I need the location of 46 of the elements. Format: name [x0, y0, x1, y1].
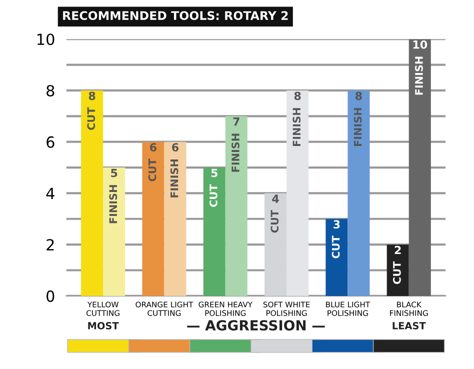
y-tick-label: 4	[46, 188, 54, 200]
data-label: 8	[294, 92, 301, 100]
bar	[408, 39, 431, 296]
data-label: 4	[272, 194, 279, 203]
text: CUT	[87, 107, 96, 130]
bar	[264, 193, 287, 296]
bar	[203, 168, 226, 296]
text: FINISH	[232, 134, 240, 172]
text: CUT	[392, 261, 401, 284]
text: CUT	[148, 158, 156, 182]
data-label: 5	[211, 168, 218, 178]
bar	[326, 218, 348, 296]
y-tick-label: 6	[46, 136, 54, 148]
data-label: 10	[413, 40, 428, 49]
y-tick-label: 8	[46, 84, 54, 96]
text: CUT	[270, 210, 279, 233]
data-label: 6	[150, 143, 156, 152]
data-label: 8	[356, 92, 362, 100]
y-tick-label: 0	[46, 290, 54, 302]
bar	[286, 90, 309, 296]
text: FINISH	[292, 108, 301, 146]
text: FINISH	[109, 185, 118, 224]
data-label: 5	[111, 168, 118, 178]
bar	[225, 116, 248, 296]
bar	[103, 168, 126, 296]
series-label: CUT	[332, 236, 340, 258]
data-label: 3	[334, 220, 340, 229]
bar	[348, 90, 370, 296]
text: FINISH	[170, 159, 178, 198]
bar	[81, 90, 104, 296]
data-label: 7	[233, 118, 240, 126]
y-tick-label: 10	[37, 34, 54, 46]
y-tick-label: 2	[46, 239, 54, 250]
text: MOST	[88, 322, 119, 330]
series-label: FINISH	[415, 56, 423, 95]
bar	[164, 142, 186, 296]
bar	[386, 244, 409, 296]
bar	[142, 142, 164, 296]
chart-title: RECOMMENDED TOOLS: ROTARY 2	[63, 11, 288, 20]
text: — AGGRESSION —	[187, 320, 325, 331]
text: LEAST	[392, 322, 426, 330]
data-label: 6	[172, 143, 178, 152]
data-label: 2	[394, 246, 401, 254]
text: CUT	[210, 184, 218, 207]
text: FINISH	[354, 108, 362, 146]
data-label: 8	[88, 92, 96, 100]
